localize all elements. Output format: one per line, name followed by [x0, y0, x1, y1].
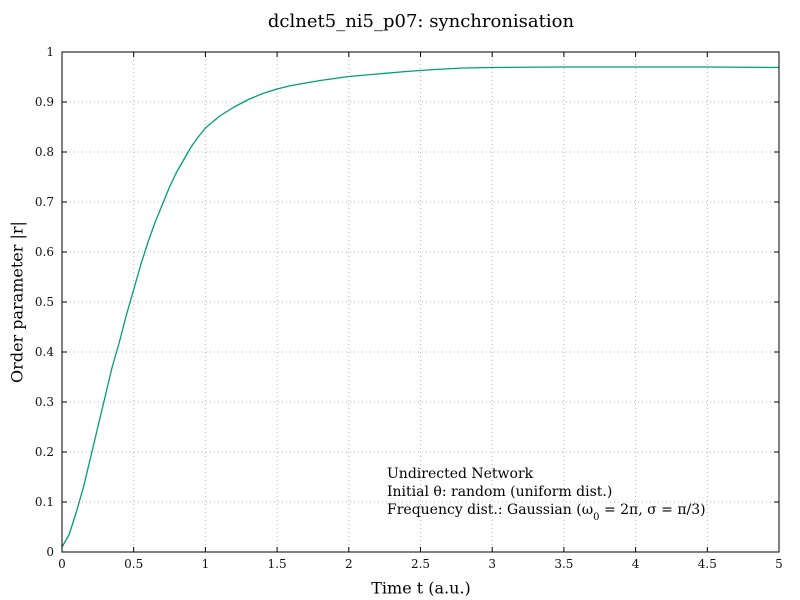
x-tick-label: 1 [202, 557, 210, 571]
y-tick-label: 0.1 [35, 495, 54, 509]
x-tick-label: 3 [488, 557, 496, 571]
annotation-line-2-prefix: Frequency dist.: Gaussian (ω [387, 502, 593, 518]
annotation-line-2: Frequency dist.: Gaussian (ω0 = 2π, σ = … [387, 502, 706, 523]
x-tick-label: 4.5 [698, 557, 717, 571]
annotation-heading: Undirected Network [387, 466, 534, 482]
x-axis-label: Time t (a.u.) [371, 579, 471, 598]
y-tick-label: 1 [46, 45, 54, 59]
annotation-line-2-subscript: 0 [593, 512, 599, 523]
y-tick-label: 0.5 [35, 295, 54, 309]
y-tick-label: 0.2 [35, 445, 54, 459]
plot-frame [61, 51, 780, 553]
x-tick-label: 0 [58, 557, 66, 571]
y-axis-label: Order parameter |r| [8, 221, 27, 383]
y-tick-label: 0.6 [35, 245, 54, 259]
series-line-0 [61, 66, 780, 548]
x-axis-ticks: 0 0.5 1 1.5 2 2.5 3 3.5 4 4.5 5 [58, 52, 783, 571]
chart-title: dclnet5_ni5_p07: synchronisation [268, 11, 575, 32]
y-tick-label: 0.4 [35, 345, 54, 359]
y-tick-label: 0.9 [35, 95, 54, 109]
annotation-line-1: Initial θ: random (uniform dist.) [387, 484, 612, 500]
y-tick-label: 0.3 [35, 395, 54, 409]
series-layer [61, 66, 780, 548]
x-tick-label: 3.5 [554, 557, 573, 571]
x-tick-label: 2 [345, 557, 353, 571]
y-tick-label: 0.8 [35, 145, 54, 159]
annotation: Undirected Network Initial θ: random (un… [387, 466, 706, 523]
x-tick-label: 2.5 [411, 557, 430, 571]
annotation-line-2-suffix: = 2π, σ = π/3) [600, 502, 706, 518]
grid [62, 52, 779, 552]
y-tick-label: 0 [46, 545, 54, 559]
y-tick-label: 0.7 [35, 195, 54, 209]
x-tick-label: 1.5 [268, 557, 287, 571]
x-tick-label: 4 [632, 557, 640, 571]
x-tick-label: 0.5 [124, 557, 143, 571]
x-tick-label: 5 [775, 557, 783, 571]
